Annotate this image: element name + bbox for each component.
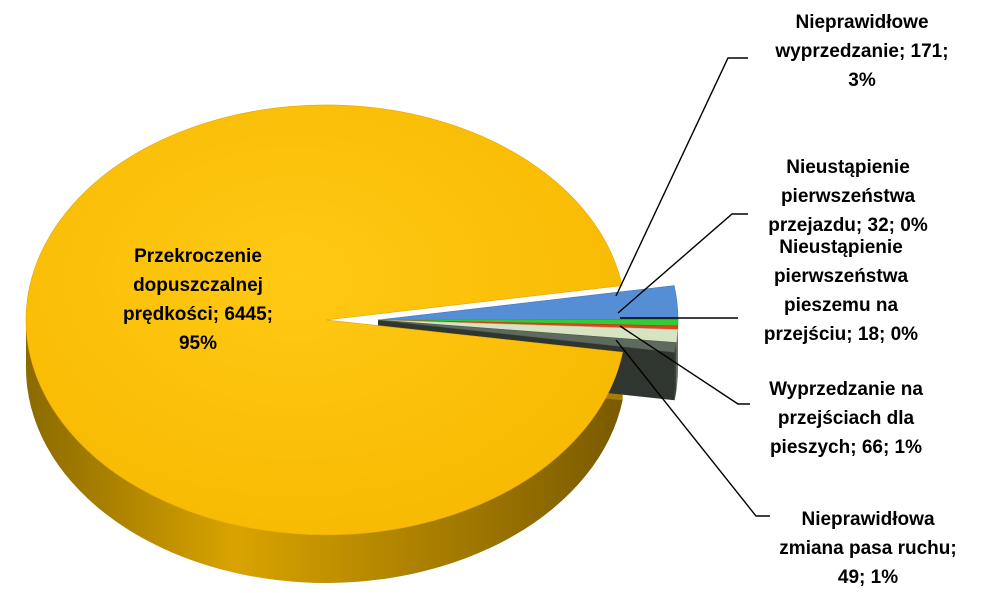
leader-line <box>615 57 748 297</box>
pie-slice-side <box>25 319 623 583</box>
leader-line <box>615 339 770 517</box>
data-label: Przekroczenie dopuszczalnej prędkości; 644… <box>123 246 273 354</box>
pie-slice-side <box>674 342 677 401</box>
leader-line <box>619 325 750 405</box>
data-label: Nieprawidłowa zmiana pasa ruchu; 49; 1% <box>779 509 956 588</box>
data-label: Nieustąpienie pierwszeństwa pieszemu na prz… <box>764 237 918 345</box>
pie-slice <box>377 319 677 353</box>
pie-tops <box>25 104 679 536</box>
data-label: Wyprzedzanie na przejściach dla pieszych; … <box>769 379 923 458</box>
leader-line <box>617 213 748 314</box>
pie-slice <box>25 104 623 536</box>
data-label: Nieprawidłowe wyprzedzanie; 171; 3% <box>774 12 948 91</box>
data-labels: Przekroczenie dopuszczalnej prędkości; 644… <box>123 12 957 588</box>
data-label: Nieustąpienie pierwszeństwa przejazdu; 32;… <box>768 157 928 236</box>
leader-lines <box>615 57 770 517</box>
pie-slice-side <box>676 329 678 391</box>
